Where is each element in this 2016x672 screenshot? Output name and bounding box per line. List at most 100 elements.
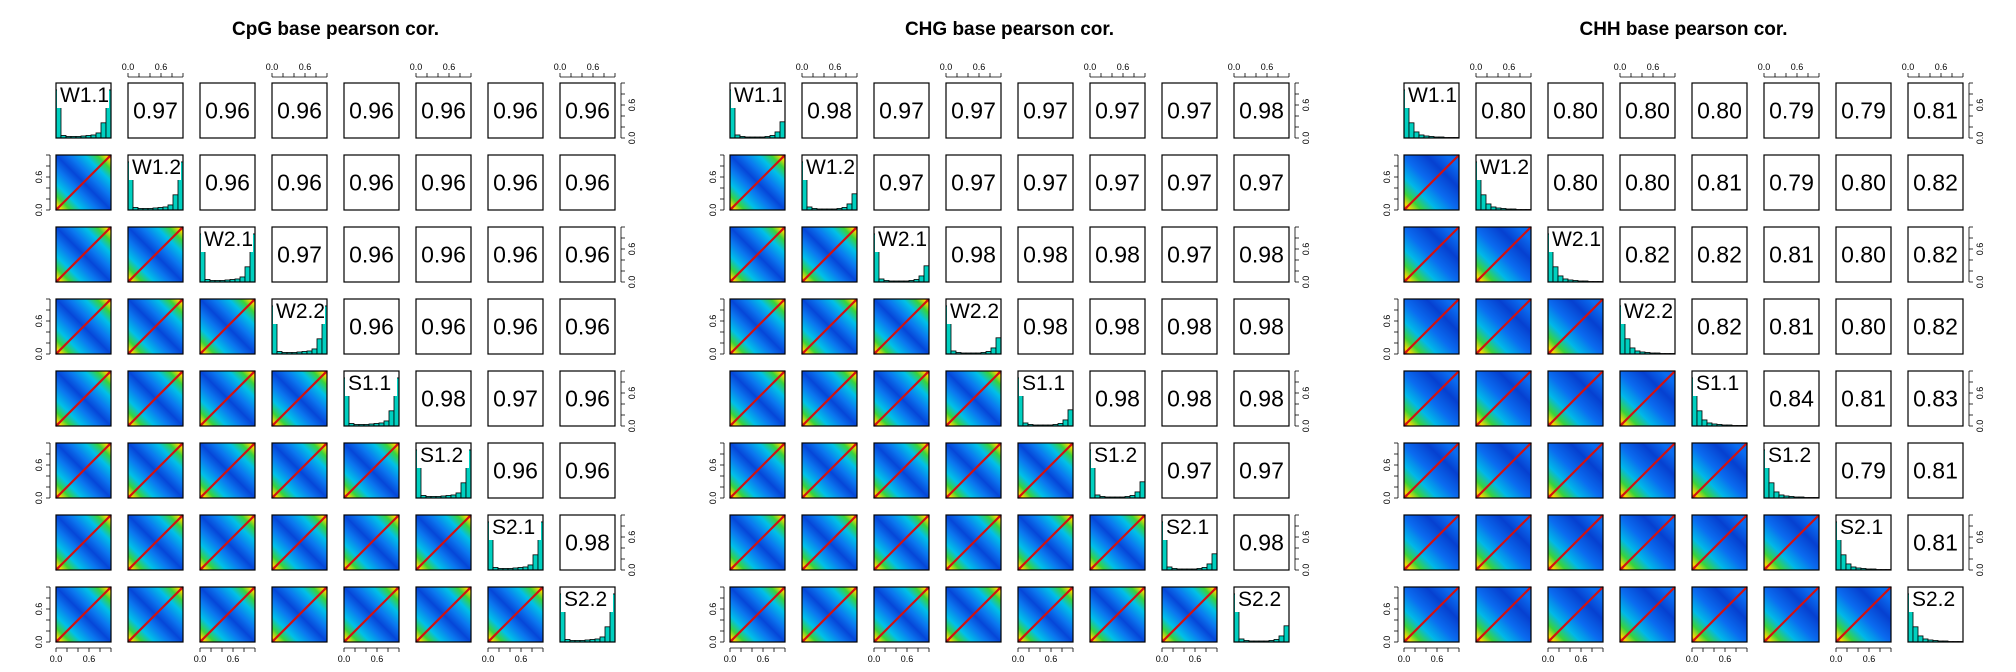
tick-label: 0.0 [1012, 654, 1025, 664]
correlation-value: 0.80 [1553, 170, 1598, 196]
cell-7-5 [1763, 586, 1820, 643]
correlation-value: 0.96 [493, 170, 538, 196]
label-bg [1621, 300, 1673, 324]
cell-frame [1691, 298, 1748, 355]
cell-7-0 [55, 586, 112, 643]
cell-6-6: S2.1 [1161, 514, 1218, 571]
regression-line [1403, 586, 1460, 643]
cell-frame [1547, 226, 1604, 283]
tick-label: 0.6 [1975, 387, 1985, 400]
histogram-bar [311, 348, 318, 355]
cell-7-6 [487, 586, 544, 643]
cell-frame [1089, 154, 1146, 211]
cell-frame [1835, 442, 1892, 499]
regression-line [729, 154, 786, 211]
correlation-value: 0.80 [1841, 314, 1886, 340]
tick-label: 0.0 [708, 492, 718, 505]
cell-1-2: 0.80 [1547, 154, 1604, 211]
cell-frame [559, 514, 616, 571]
cell-0-7: 0.98 [1233, 82, 1290, 139]
tick-label: 0.0 [1470, 62, 1483, 72]
correlation-value: 0.96 [277, 170, 322, 196]
axis-bottom-2: 0.0 0.6 [1542, 647, 1604, 664]
cell-frame [127, 586, 184, 643]
cell-frame [1089, 298, 1146, 355]
tick-label: 0.6 [1975, 531, 1985, 544]
cell-frame [945, 442, 1002, 499]
correlation-value: 0.97 [951, 98, 996, 124]
cell-frame [559, 442, 616, 499]
regression-line [1763, 586, 1820, 643]
cell-frame [729, 154, 786, 211]
tick-label: 0.0 [1301, 132, 1311, 145]
variable-label: S1.2 [1094, 444, 1137, 467]
regression-line [199, 442, 256, 499]
cell-frame [1619, 370, 1676, 427]
tick-label: 0.0 [338, 654, 351, 664]
cell-frame [1835, 154, 1892, 211]
axis-top-3: 0.0 0.6 [1614, 62, 1676, 78]
cell-frame [729, 586, 786, 643]
cell-7-0 [729, 586, 786, 643]
cell-4-3 [1619, 370, 1676, 427]
histogram-bar [1624, 338, 1631, 355]
tick-label: 0.6 [587, 62, 600, 72]
cell-3-1 [127, 298, 184, 355]
regression-line [55, 154, 112, 211]
cell-frame [1089, 514, 1146, 571]
tick-label: 0.0 [1156, 654, 1169, 664]
tick-label: 0.0 [796, 62, 809, 72]
correlation-value: 0.98 [1023, 242, 1068, 268]
correlation-value: 0.98 [1239, 98, 1284, 124]
correlation-value: 0.96 [349, 314, 394, 340]
correlation-value: 0.83 [1913, 386, 1958, 412]
correlation-value: 0.97 [1095, 98, 1140, 124]
cell-1-4: 0.97 [1017, 154, 1074, 211]
cell-5-4 [343, 442, 400, 499]
cell-frame [559, 586, 616, 643]
regression-line [1691, 586, 1748, 643]
cell-frame [1619, 586, 1676, 643]
cell-0-1: 0.98 [801, 82, 858, 139]
cell-frame [1691, 442, 1748, 499]
tick-label: 0.0 [410, 62, 423, 72]
cell-frame [415, 154, 472, 211]
cell-3-7: 0.98 [1233, 298, 1290, 355]
correlation-value: 0.97 [133, 98, 178, 124]
cell-frame [1691, 514, 1748, 571]
cell-6-5 [415, 514, 472, 571]
tick-label: 0.0 [266, 62, 279, 72]
regression-line [729, 370, 786, 427]
cell-3-4: 0.96 [343, 298, 400, 355]
cell-3-0 [55, 298, 112, 355]
cell-frame [127, 370, 184, 427]
regression-line [729, 298, 786, 355]
cell-2-3: 0.82 [1619, 226, 1676, 283]
correlation-value: 0.96 [565, 314, 610, 340]
cell-0-0: W1.1 [55, 82, 112, 139]
cell-7-5 [415, 586, 472, 643]
cell-5-2 [1547, 442, 1604, 499]
cell-frame [873, 586, 930, 643]
cell-6-4 [1691, 514, 1748, 571]
cell-frame [1403, 442, 1460, 499]
label-bg [731, 84, 783, 108]
correlation-value: 0.80 [1553, 98, 1598, 124]
cell-frame [1017, 442, 1074, 499]
correlation-value: 0.96 [421, 170, 466, 196]
cell-4-4: S1.1 [1017, 370, 1074, 427]
cell-frame [271, 226, 328, 283]
tick-label: 0.0 [1301, 420, 1311, 433]
cell-4-1 [127, 370, 184, 427]
cell-frame [1475, 82, 1532, 139]
cell-2-2: W2.1 [199, 226, 256, 283]
regression-line [1547, 586, 1604, 643]
cell-frame [1907, 226, 1964, 283]
tick-label: 0.6 [1719, 654, 1732, 664]
cell-2-4: 0.98 [1017, 226, 1074, 283]
histogram-bar [1557, 275, 1564, 283]
regression-line [1547, 514, 1604, 571]
variable-label: S1.2 [420, 444, 463, 467]
cell-frame [1233, 154, 1290, 211]
regression-line [127, 370, 184, 427]
